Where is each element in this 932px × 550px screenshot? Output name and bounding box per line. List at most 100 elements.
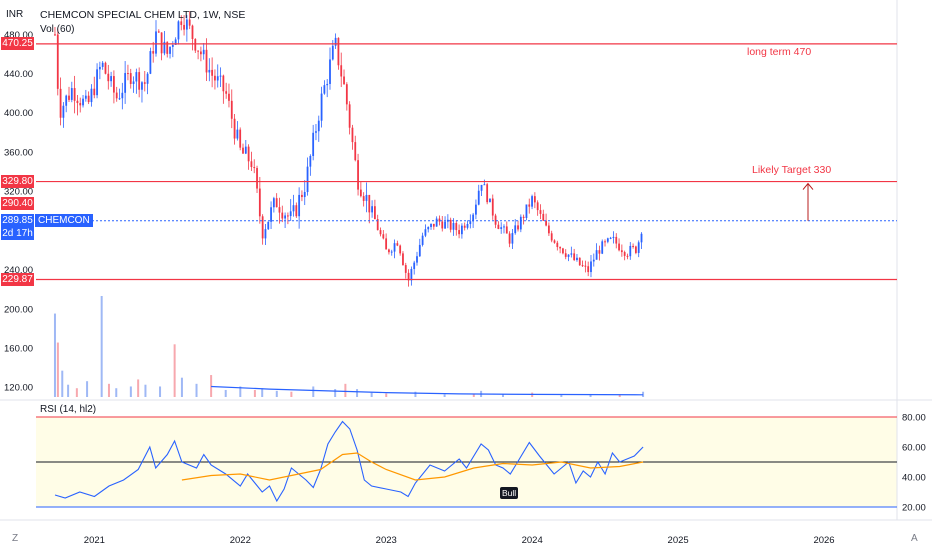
- volume-bar: [53, 313, 56, 397]
- candle-body: [491, 198, 494, 216]
- candle-body: [511, 233, 514, 244]
- candle-body: [247, 146, 250, 162]
- candle-body: [219, 75, 222, 77]
- candle-body: [216, 76, 219, 81]
- bull-signal-label[interactable]: Bull: [500, 487, 519, 499]
- candle-body: [592, 259, 595, 262]
- volume-bar: [56, 342, 59, 397]
- candle-body: [393, 243, 396, 252]
- volume-bar: [86, 381, 89, 397]
- candle-body: [110, 76, 112, 82]
- candle-body: [306, 166, 309, 193]
- candle-body: [598, 250, 601, 254]
- candle-body: [508, 233, 511, 244]
- candle-body: [371, 206, 373, 213]
- candle-body: [152, 51, 155, 54]
- volume-bar: [290, 391, 293, 397]
- timezone-icon[interactable]: Z: [12, 533, 19, 544]
- candle-body: [239, 129, 242, 148]
- long-term-annotation[interactable]: long term 470: [747, 46, 812, 58]
- candle-body: [503, 226, 505, 228]
- volume-ma-line: [211, 385, 644, 396]
- candle-body: [483, 184, 486, 186]
- candle-body: [480, 184, 483, 191]
- price-tick-label: 440.00: [4, 69, 33, 80]
- volume-bar: [589, 394, 592, 397]
- candle-body: [317, 120, 320, 132]
- candle-body: [287, 215, 289, 217]
- candle-body: [550, 233, 553, 241]
- candle-body: [104, 62, 107, 74]
- candle-body: [233, 118, 236, 139]
- candle-body: [362, 196, 365, 201]
- time-tick-label: 2023: [376, 535, 397, 546]
- candle-body: [256, 168, 258, 189]
- candle-body: [559, 247, 562, 249]
- candle-body: [82, 98, 84, 106]
- candle-body: [545, 220, 547, 226]
- candle-body: [606, 238, 609, 242]
- volume-bar: [144, 384, 147, 397]
- volume-indicator-label[interactable]: Vol (60): [40, 24, 75, 35]
- candle-body: [359, 189, 362, 197]
- price-red-tag: 290.40: [1, 197, 34, 211]
- rsi-line: [54, 420, 644, 503]
- candle-body: [469, 221, 472, 225]
- price-tick-label: 160.00: [4, 343, 33, 354]
- candle-body: [250, 161, 253, 168]
- candle-body: [402, 253, 404, 266]
- level-230-tag: 229.87: [1, 272, 34, 286]
- candle-body: [497, 224, 500, 229]
- time-tick-label: 2022: [230, 535, 251, 546]
- candle-body: [208, 69, 211, 73]
- candle-body: [129, 73, 132, 84]
- candle-body: [542, 213, 545, 221]
- candle-body: [444, 221, 446, 229]
- candle-body: [626, 255, 629, 257]
- candle-body: [494, 215, 497, 225]
- candle-body: [261, 216, 264, 239]
- candle-body: [640, 233, 643, 243]
- candle-body: [576, 257, 578, 261]
- candle-body: [418, 244, 421, 257]
- candle-body: [533, 196, 536, 203]
- candle-body: [539, 210, 542, 214]
- candle-body: [458, 230, 460, 235]
- volume-bar: [560, 394, 563, 397]
- candle-body: [472, 214, 475, 222]
- candle-body: [258, 188, 261, 217]
- volume-bar: [370, 392, 373, 397]
- candle-body: [326, 83, 329, 86]
- candle-body: [424, 229, 427, 236]
- candle-body: [127, 73, 129, 75]
- candle-body: [270, 207, 272, 222]
- rsi-indicator-label[interactable]: RSI (14, hl2): [40, 404, 97, 415]
- candle-body: [278, 207, 281, 213]
- candle-body: [121, 92, 124, 99]
- auto-scale-icon[interactable]: A: [911, 533, 918, 544]
- candle-body: [430, 223, 432, 228]
- volume-bar: [173, 344, 176, 397]
- candle-body: [528, 204, 531, 207]
- candle-body: [343, 76, 345, 85]
- candle-body: [620, 250, 623, 253]
- volume-bar: [180, 377, 183, 397]
- candle-body: [331, 45, 334, 60]
- candle-body: [155, 31, 157, 54]
- candle-body: [379, 230, 382, 235]
- price-tick-label: 240.00: [4, 265, 33, 276]
- rsi-layer: [36, 416, 897, 508]
- countdown-tag: 2d 17h: [1, 227, 34, 241]
- candle-body: [194, 38, 197, 51]
- candle-body: [340, 65, 343, 77]
- candle-body: [385, 238, 388, 250]
- volume-bar: [312, 386, 315, 397]
- volume-bar: [61, 370, 64, 397]
- likely-target-annotation[interactable]: Likely Target 330: [752, 164, 832, 176]
- currency-label[interactable]: INR: [6, 9, 24, 20]
- candle-body: [634, 246, 637, 253]
- candle-body: [298, 194, 301, 217]
- candle-body: [337, 37, 340, 66]
- candle-body: [118, 98, 121, 100]
